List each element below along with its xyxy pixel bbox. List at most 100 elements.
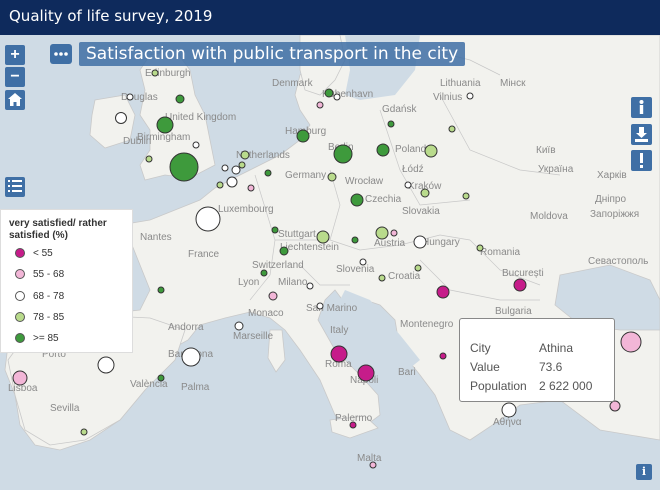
zoom-in-button[interactable]: + [5,45,25,65]
city-marker[interactable] [436,285,450,299]
city-marker[interactable] [264,169,272,177]
legend-swatch [15,333,25,344]
city-marker[interactable] [151,69,159,77]
city-marker[interactable] [387,120,395,128]
city-marker[interactable] [231,165,241,175]
city-marker[interactable] [333,144,353,164]
label-romania: Romania [480,247,520,258]
label-dnipro: Дніпро [595,194,626,205]
legend-item: >= 85 [15,332,59,346]
city-marker[interactable] [316,302,324,310]
city-marker[interactable] [359,258,367,266]
city-marker[interactable] [157,286,165,294]
label-austria: Austria [374,238,406,249]
tooltip-value-label: Value [470,360,500,374]
city-marker[interactable] [145,155,153,163]
city-marker[interactable] [414,264,422,272]
city-marker[interactable] [476,244,484,252]
city-marker[interactable] [115,112,127,124]
city-marker[interactable] [376,143,390,157]
city-marker[interactable] [169,152,199,182]
exclamation-icon [640,153,643,168]
tooltip-population-value: 2 622 000 [539,379,593,393]
city-marker[interactable] [226,176,238,188]
legend-swatch [15,269,25,280]
info-icon [639,100,644,114]
city-marker[interactable] [349,421,357,429]
city-marker[interactable] [181,347,201,367]
city-marker[interactable] [279,246,289,256]
label-lyon: Lyon [238,277,259,288]
city-marker[interactable] [157,374,165,382]
tooltip-population-label: Population [470,379,527,393]
city-marker[interactable] [462,192,470,200]
legend-label: 78 - 85 [33,312,65,323]
city-marker[interactable] [413,235,427,249]
label-lisboa: Lisboa [8,383,38,394]
city-marker[interactable] [12,370,28,386]
more-options-button[interactable] [50,44,72,64]
legend-label: >= 85 [33,333,59,344]
city-marker[interactable] [316,230,330,244]
city-marker[interactable] [195,206,221,232]
city-marker[interactable] [192,141,200,149]
city-marker[interactable] [351,236,359,244]
city-marker[interactable] [357,364,375,382]
city-marker[interactable] [221,164,229,172]
city-marker[interactable] [330,345,348,363]
city-marker[interactable] [306,282,314,290]
legend-item: 78 - 85 [15,311,64,325]
city-marker[interactable] [175,94,185,104]
city-marker[interactable] [296,129,310,143]
city-marker[interactable] [240,150,250,160]
city-marker[interactable] [513,278,527,292]
city-marker[interactable] [420,188,430,198]
city-marker[interactable] [375,226,389,240]
city-marker[interactable] [378,274,386,282]
label-zaporizhzhia: Запоріжжя [590,209,639,220]
city-marker[interactable] [620,331,642,353]
city-marker[interactable] [216,181,224,189]
city-marker[interactable] [350,193,364,207]
legend-toggle-button[interactable] [5,177,25,197]
city-marker[interactable] [80,428,88,436]
city-marker[interactable] [238,161,246,169]
city-marker[interactable] [126,93,134,101]
city-marker[interactable] [156,116,174,134]
city-marker[interactable] [609,400,621,412]
city-marker[interactable] [448,125,456,133]
city-marker[interactable] [324,88,334,98]
city-marker[interactable] [316,101,324,109]
zoom-out-button[interactable]: − [5,67,25,87]
city-marker[interactable] [97,356,115,374]
label-slovenia: Slovenia [336,264,375,275]
label-milano: Milano [278,277,308,288]
city-marker[interactable] [466,92,474,100]
map-info-button[interactable]: i [636,464,652,480]
ellipsis-icon [54,52,68,56]
info-button[interactable] [631,97,652,118]
city-marker[interactable] [333,93,341,101]
map-canvas[interactable]: Edinburgh Douglas United Kingdom Birming… [0,35,660,490]
map-area[interactable]: Edinburgh Douglas United Kingdom Birming… [0,35,660,490]
athina-marker[interactable] [501,402,517,418]
city-marker[interactable] [271,226,279,234]
label-luxembourg: Luxembourg [218,204,274,215]
city-marker[interactable] [268,291,278,301]
label-lodz: Łódź [402,164,424,175]
city-marker[interactable] [369,461,377,469]
home-button[interactable] [5,90,25,110]
city-marker[interactable] [327,172,337,182]
city-marker[interactable] [404,181,412,189]
city-marker[interactable] [439,352,447,360]
download-button[interactable] [631,124,652,145]
city-marker[interactable] [390,229,398,237]
city-marker[interactable] [260,269,268,277]
label-gdansk: Gdańsk [382,104,417,115]
legend-swatch [15,312,25,323]
city-marker[interactable] [424,144,438,158]
app-title: Quality of life survey, 2019 [9,7,213,25]
city-marker[interactable] [247,184,255,192]
city-marker[interactable] [234,321,244,331]
alert-button[interactable] [631,150,652,171]
